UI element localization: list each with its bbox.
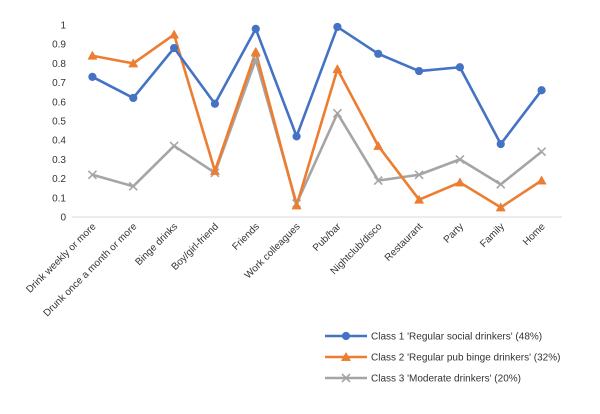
data-point — [209, 165, 220, 175]
x-tick-label: Friends — [231, 221, 262, 252]
data-point — [87, 170, 97, 180]
series-line — [92, 58, 543, 205]
data-point — [455, 63, 465, 72]
legend-item: Class 1 'Regular social drinkers' (48%) — [325, 332, 542, 343]
x-tick-label: Party — [442, 221, 466, 245]
data-point — [414, 194, 425, 204]
data-point — [291, 200, 302, 210]
legend-marker — [341, 373, 351, 383]
data-point — [169, 141, 179, 151]
legend-label: Class 3 'Moderate drinkers' (20%) — [371, 374, 521, 385]
data-point — [129, 93, 138, 103]
legend-item: Class 3 'Moderate drinkers' (20%) — [325, 373, 521, 385]
x-tick-label: Family — [478, 221, 507, 250]
y-tick-label: 0 — [60, 213, 66, 224]
y-tick-label: 0.6 — [52, 97, 66, 108]
x-tick-label: Drink weekly or more — [24, 221, 98, 295]
legend-marker — [341, 331, 351, 341]
data-point — [88, 72, 97, 81]
legend-label: Class 2 'Regular pub binge drinkers' (32… — [371, 353, 560, 364]
y-tick-label: 0.9 — [52, 40, 66, 51]
axes-group: 0 0.1 0.2 0.3 0.4 0.5 0.6 0.7 0.8 0.9 1 Drink weekl… — [24, 21, 562, 319]
data-point — [332, 108, 342, 118]
data-point — [333, 22, 342, 32]
data-point — [373, 140, 384, 150]
data-point — [496, 179, 506, 189]
y-tick-label: 0.8 — [52, 59, 66, 70]
data-point — [169, 43, 179, 53]
data-point — [537, 86, 546, 95]
x-tick-label: Pub/bar — [311, 221, 344, 254]
legend-label: Class 1 'Regular social drinkers' (48%) — [371, 332, 542, 343]
data-point — [455, 154, 465, 164]
y-tick-label: 0.2 — [52, 174, 66, 185]
y-tick-label: 1 — [60, 21, 66, 32]
y-tick-label: 0.3 — [52, 155, 66, 166]
data-point — [87, 50, 98, 60]
y-tick-label: 0.7 — [52, 78, 66, 89]
legend-item: Class 2 'Regular pub binge drinkers' (32… — [325, 351, 560, 364]
data-point — [128, 58, 139, 68]
data-point — [495, 202, 506, 212]
y-tick-label: 0.4 — [52, 136, 66, 147]
markers-group — [87, 22, 547, 212]
series-line — [92, 33, 543, 209]
data-point — [373, 175, 383, 186]
data-point — [374, 49, 383, 58]
legend: Class 1 'Regular social drinkers' (48%) C… — [325, 332, 560, 385]
data-point — [414, 170, 424, 180]
data-point — [496, 139, 505, 149]
data-point — [414, 66, 424, 76]
data-point — [251, 54, 261, 65]
data-point — [210, 99, 220, 108]
data-point — [251, 24, 260, 33]
data-point — [169, 29, 180, 39]
data-point — [128, 181, 138, 191]
legend-marker — [340, 351, 352, 361]
x-tick-label: Restaurant — [383, 221, 426, 264]
y-tick-label: 0.5 — [52, 117, 66, 128]
data-point — [292, 132, 301, 141]
data-point — [332, 64, 343, 74]
series-lines-group — [91, 25, 543, 209]
series-line — [91, 25, 543, 146]
data-point — [536, 175, 547, 185]
data-point — [454, 177, 465, 187]
data-point — [537, 147, 547, 157]
x-tick-label: Home — [521, 221, 548, 248]
data-point — [250, 46, 261, 56]
y-tick-label: 0.1 — [52, 193, 66, 204]
